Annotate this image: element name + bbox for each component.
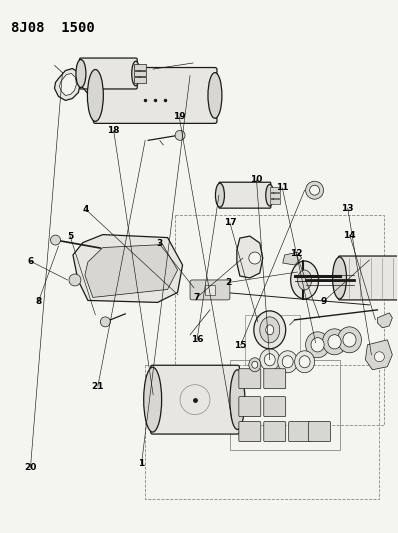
FancyBboxPatch shape [190,280,230,300]
Ellipse shape [254,311,286,349]
FancyBboxPatch shape [339,256,398,300]
Bar [270,193,280,198]
Polygon shape [55,69,80,100]
Ellipse shape [266,184,274,206]
Bar [270,187,280,192]
Circle shape [51,235,60,245]
FancyBboxPatch shape [239,422,261,441]
Text: 13: 13 [341,204,354,213]
Polygon shape [237,236,263,278]
Ellipse shape [338,327,361,353]
Polygon shape [365,340,392,370]
Ellipse shape [175,131,185,140]
Ellipse shape [306,181,324,199]
Text: 6: 6 [27,257,33,265]
Circle shape [69,274,81,286]
Text: 8J08  1500: 8J08 1500 [11,21,94,35]
Ellipse shape [298,270,312,290]
Ellipse shape [264,354,275,366]
Ellipse shape [215,183,224,207]
FancyBboxPatch shape [289,422,310,441]
FancyBboxPatch shape [264,397,286,417]
Bar [134,77,146,84]
Ellipse shape [343,333,356,347]
Circle shape [100,317,110,327]
Text: 20: 20 [24,464,37,472]
Bar [175,215,384,425]
Text: 10: 10 [250,175,263,184]
Polygon shape [85,245,178,297]
FancyBboxPatch shape [219,182,271,208]
Ellipse shape [322,329,347,355]
Bar [134,63,146,69]
Text: 16: 16 [191,335,203,344]
Text: 5: 5 [67,232,73,241]
Text: 9: 9 [321,296,327,305]
Circle shape [375,352,384,362]
Ellipse shape [230,370,245,430]
Polygon shape [59,74,76,95]
FancyBboxPatch shape [239,369,261,389]
Text: 11: 11 [276,183,289,192]
Polygon shape [377,313,392,328]
Ellipse shape [282,356,293,368]
Ellipse shape [310,185,320,195]
Ellipse shape [306,332,330,358]
FancyBboxPatch shape [80,58,137,89]
Text: 18: 18 [107,126,120,135]
FancyBboxPatch shape [264,422,286,441]
Text: 15: 15 [234,341,247,350]
Ellipse shape [249,358,261,372]
Text: 4: 4 [83,205,89,214]
Ellipse shape [249,252,261,264]
Bar [145,365,379,499]
FancyBboxPatch shape [94,68,217,123]
Bar [205,285,215,295]
Ellipse shape [328,335,341,349]
Ellipse shape [291,261,318,299]
Ellipse shape [333,257,347,299]
Polygon shape [73,235,183,302]
Bar [134,70,146,77]
Text: 17: 17 [224,219,236,228]
Polygon shape [283,252,302,265]
FancyBboxPatch shape [308,422,331,441]
Ellipse shape [299,356,310,368]
Text: 3: 3 [156,239,162,248]
Ellipse shape [260,349,280,371]
Ellipse shape [76,60,86,87]
FancyBboxPatch shape [151,365,239,434]
Text: 1: 1 [139,459,144,468]
Ellipse shape [144,367,162,432]
Text: 8: 8 [35,297,41,306]
Text: 21: 21 [92,382,104,391]
Text: 19: 19 [173,112,185,121]
Ellipse shape [266,325,274,335]
Ellipse shape [252,361,258,368]
Ellipse shape [132,61,140,86]
Text: 14: 14 [343,231,356,240]
FancyBboxPatch shape [264,369,286,389]
Ellipse shape [278,351,298,373]
Ellipse shape [311,338,324,352]
Text: 2: 2 [226,278,232,287]
Bar [270,199,280,204]
FancyBboxPatch shape [239,397,261,417]
Text: 7: 7 [194,293,200,302]
Ellipse shape [260,317,280,343]
Ellipse shape [295,351,314,373]
Ellipse shape [88,69,103,122]
Text: 12: 12 [290,249,302,259]
Ellipse shape [208,72,222,118]
